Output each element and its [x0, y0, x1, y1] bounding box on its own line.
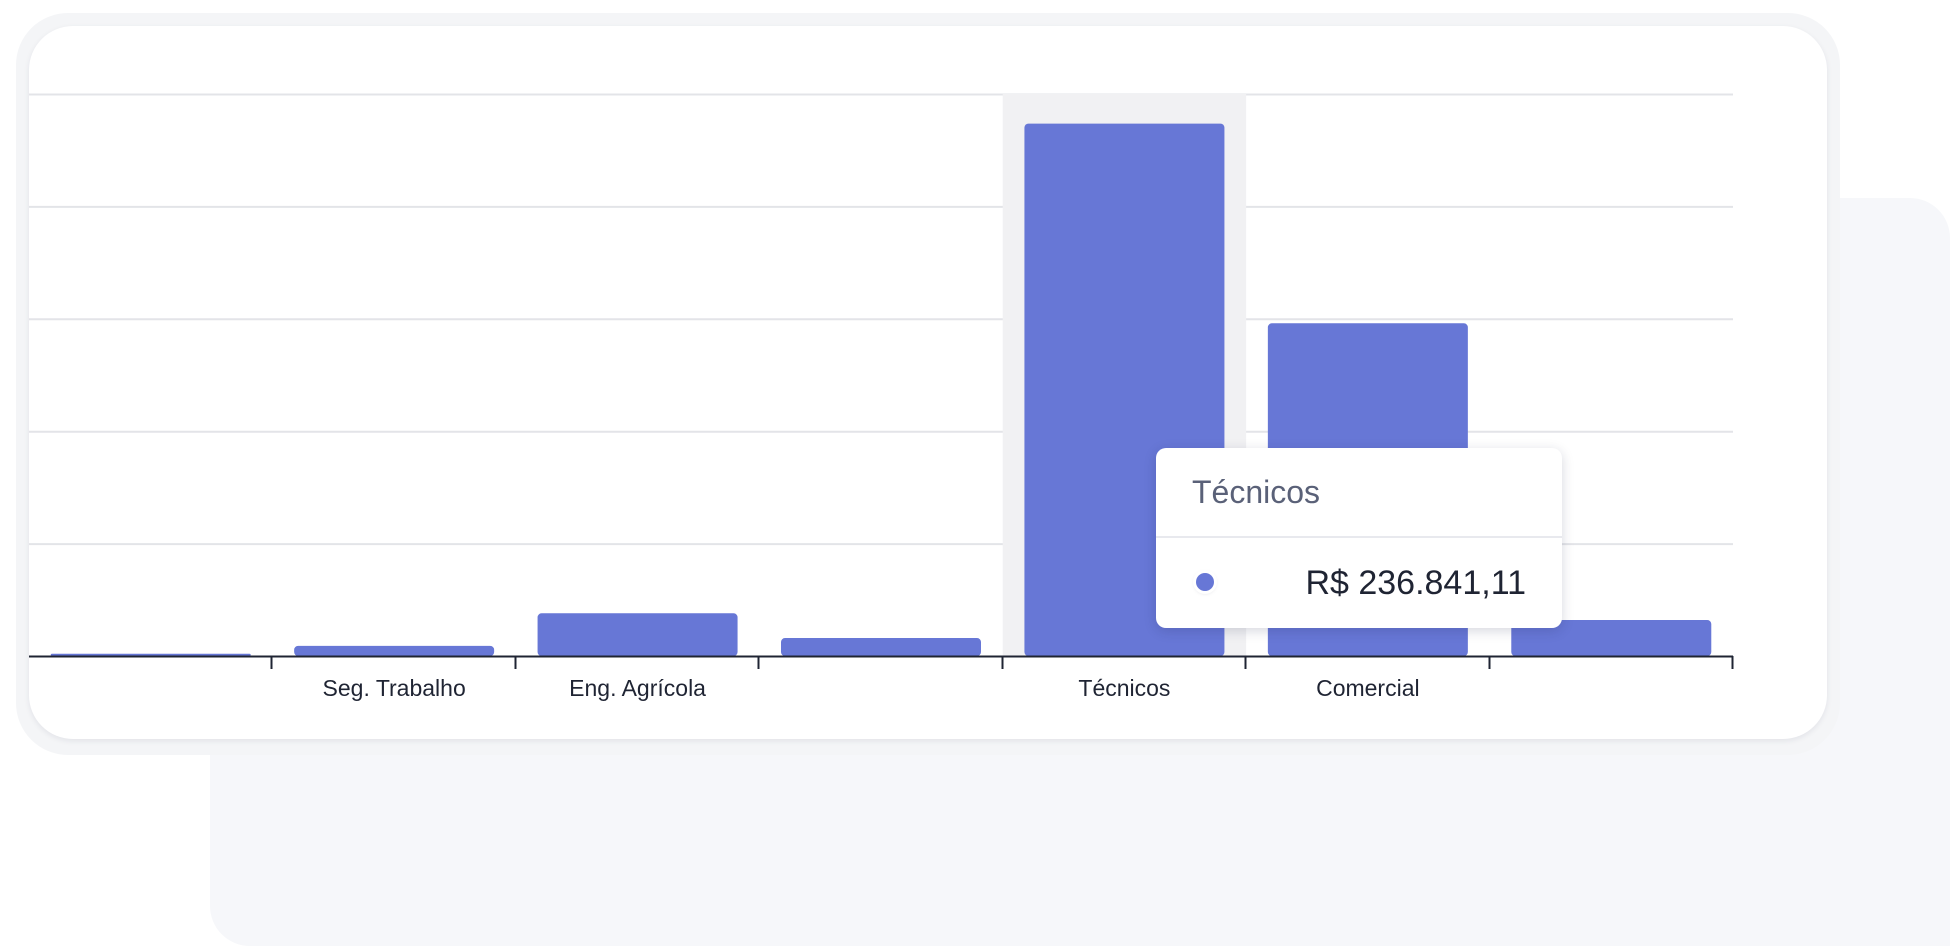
x-tick-label: Eng. Agrícola	[569, 675, 706, 701]
x-tick-label: Seg. Trabalho	[323, 675, 466, 701]
bar	[781, 638, 981, 656]
bar	[50, 653, 251, 656]
bar-chart: Seg. Trabalho Eng. Agrícola Técnicos Comerc…	[29, 93, 1734, 701]
bar	[537, 613, 738, 656]
tooltip-title: Técnicos	[1156, 448, 1562, 538]
tooltip-value: R$ 236.841,11	[1305, 564, 1526, 602]
bar	[1511, 620, 1712, 656]
bar	[294, 645, 495, 656]
tooltip-row: R$ 236.841,11	[1156, 538, 1562, 628]
series-dot-icon	[1196, 573, 1214, 591]
chart-tooltip: Técnicos R$ 236.841,11	[1156, 448, 1562, 628]
x-tick-label: Comercial	[1316, 675, 1420, 701]
x-tick-label: Técnicos	[1078, 675, 1170, 701]
chart-card: Seg. Trabalho Eng. Agrícola Técnicos Comerc…	[29, 26, 1827, 739]
